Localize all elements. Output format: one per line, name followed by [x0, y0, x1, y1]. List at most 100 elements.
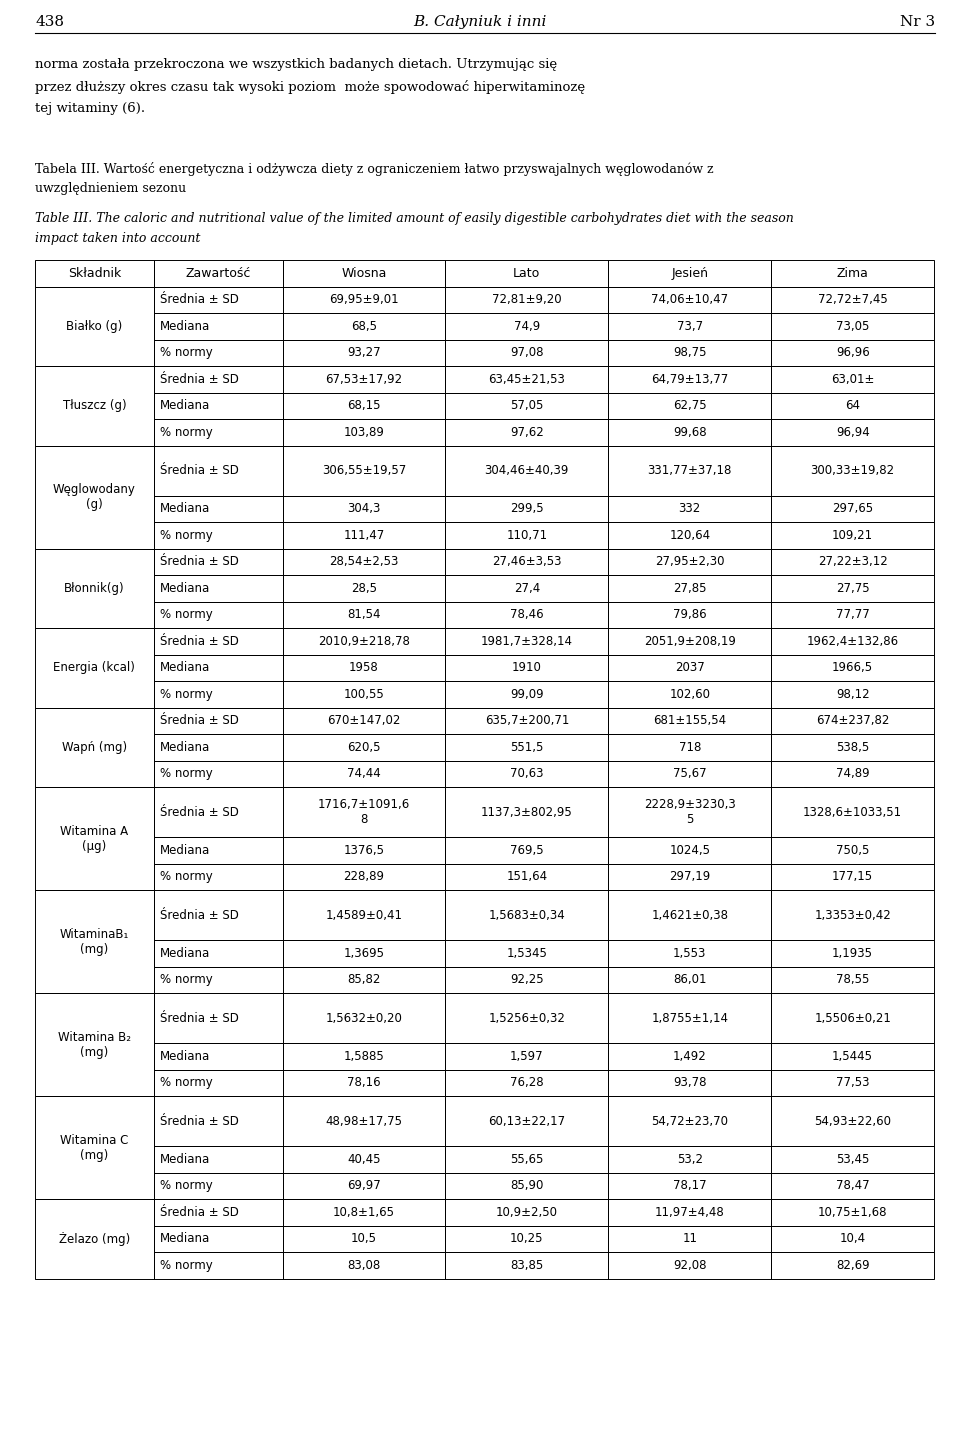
Bar: [771, 760, 934, 788]
Bar: [771, 392, 934, 418]
Bar: [771, 708, 934, 734]
Bar: [771, 287, 934, 313]
Text: 70,63: 70,63: [510, 767, 543, 780]
Text: Składnik: Składnik: [68, 266, 121, 279]
Text: Średnia ± SD: Średnia ± SD: [159, 555, 239, 568]
Text: 85,90: 85,90: [510, 1179, 543, 1192]
Text: 27,85: 27,85: [673, 582, 707, 595]
Bar: [154, 1145, 282, 1173]
Text: 54,72±23,70: 54,72±23,70: [651, 1115, 729, 1128]
Bar: [282, 339, 445, 366]
Text: 1,553: 1,553: [673, 947, 707, 960]
Text: Mediana: Mediana: [159, 502, 210, 515]
Text: 769,5: 769,5: [510, 844, 543, 857]
Bar: [609, 339, 771, 366]
Text: 96,94: 96,94: [836, 426, 870, 439]
Bar: [282, 1199, 445, 1225]
Bar: [609, 1253, 771, 1279]
Text: Zawartość: Zawartość: [185, 266, 251, 279]
Bar: [282, 313, 445, 339]
Bar: [609, 601, 771, 628]
Bar: [154, 993, 282, 1043]
Text: 48,98±17,75: 48,98±17,75: [325, 1115, 402, 1128]
Text: % normy: % normy: [159, 973, 212, 986]
Text: 98,75: 98,75: [673, 346, 707, 359]
Bar: [445, 837, 609, 863]
Text: 78,46: 78,46: [510, 608, 543, 621]
Text: Energia (kcal): Energia (kcal): [54, 662, 135, 675]
Text: 85,82: 85,82: [348, 973, 380, 986]
Text: 99,68: 99,68: [673, 426, 707, 439]
Bar: [445, 339, 609, 366]
Bar: [609, 863, 771, 891]
Text: 73,05: 73,05: [836, 320, 870, 333]
Bar: [154, 521, 282, 549]
Text: 28,54±2,53: 28,54±2,53: [329, 555, 398, 568]
Text: 78,55: 78,55: [836, 973, 870, 986]
Bar: [282, 1145, 445, 1173]
Bar: [445, 549, 609, 575]
Text: 681±155,54: 681±155,54: [653, 714, 727, 727]
Bar: [35, 708, 154, 788]
Text: 2010,9±218,78: 2010,9±218,78: [318, 634, 410, 647]
Text: 1958: 1958: [349, 662, 379, 675]
Text: Średnia ± SD: Średnia ± SD: [159, 1115, 239, 1128]
Bar: [154, 1043, 282, 1070]
Bar: [445, 966, 609, 993]
Bar: [445, 788, 609, 837]
Bar: [154, 863, 282, 891]
Text: Średnia ± SD: Średnia ± SD: [159, 1206, 239, 1219]
Bar: [282, 837, 445, 863]
Bar: [154, 788, 282, 837]
Text: Wiosna: Wiosna: [341, 266, 387, 279]
Text: 304,46±40,39: 304,46±40,39: [485, 463, 569, 476]
Bar: [609, 418, 771, 446]
Text: 27,4: 27,4: [514, 582, 540, 595]
Text: 97,62: 97,62: [510, 426, 543, 439]
Bar: [282, 993, 445, 1043]
Bar: [35, 549, 154, 628]
Text: 93,27: 93,27: [348, 346, 381, 359]
Bar: [771, 1145, 934, 1173]
Text: 74,06±10,47: 74,06±10,47: [651, 294, 729, 306]
Text: 27,46±3,53: 27,46±3,53: [492, 555, 562, 568]
Text: WitaminaB₁
(mg): WitaminaB₁ (mg): [60, 928, 129, 956]
Text: 1962,4±132,86: 1962,4±132,86: [806, 634, 899, 647]
Text: % normy: % normy: [159, 608, 212, 621]
Text: 92,25: 92,25: [510, 973, 543, 986]
Bar: [609, 966, 771, 993]
Bar: [282, 1225, 445, 1253]
Bar: [445, 1225, 609, 1253]
Bar: [282, 863, 445, 891]
Bar: [445, 940, 609, 966]
Text: Witamina B₂
(mg): Witamina B₂ (mg): [58, 1031, 131, 1058]
Text: 331,77±37,18: 331,77±37,18: [648, 463, 732, 476]
Text: Średnia ± SD: Średnia ± SD: [159, 1012, 239, 1025]
Bar: [282, 1096, 445, 1145]
Text: 74,9: 74,9: [514, 320, 540, 333]
Bar: [154, 1199, 282, 1225]
Bar: [282, 628, 445, 654]
Bar: [609, 495, 771, 521]
Text: 1,5256±0,32: 1,5256±0,32: [489, 1012, 565, 1025]
Bar: [445, 261, 609, 287]
Text: 228,89: 228,89: [344, 870, 384, 883]
Text: Mediana: Mediana: [159, 662, 210, 675]
Text: 69,95±9,01: 69,95±9,01: [329, 294, 398, 306]
Bar: [282, 891, 445, 940]
Bar: [771, 313, 934, 339]
Text: 86,01: 86,01: [673, 973, 707, 986]
Bar: [282, 261, 445, 287]
Bar: [771, 1225, 934, 1253]
Bar: [445, 575, 609, 601]
Bar: [445, 760, 609, 788]
Text: 120,64: 120,64: [669, 529, 710, 542]
Text: 83,08: 83,08: [348, 1258, 380, 1271]
Text: 78,16: 78,16: [348, 1076, 381, 1089]
Bar: [609, 392, 771, 418]
Bar: [154, 313, 282, 339]
Text: 99,09: 99,09: [510, 688, 543, 701]
Text: 111,47: 111,47: [344, 529, 385, 542]
Text: 306,55±19,57: 306,55±19,57: [322, 463, 406, 476]
Text: % normy: % normy: [159, 426, 212, 439]
